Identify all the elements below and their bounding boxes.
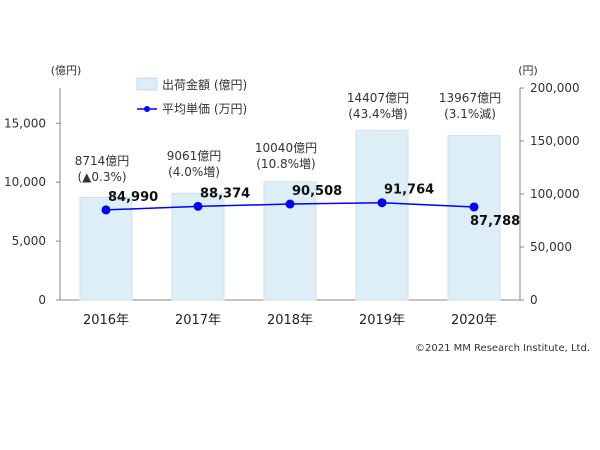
right-tick-label: 50,000 [530,240,572,254]
line-value-label: 84,990 [108,190,158,205]
plot-area: 0 5,000 10,000 15,000 0 50,000 100,000 150,000 2… [4,81,580,328]
category-label: 2018年 [267,313,313,328]
bar-value-label: 13967億円 [439,91,501,105]
bar-change-label: (3.1%減) [444,106,496,121]
bar-value-label: 8714億円 [75,154,130,168]
bar [355,129,409,301]
bar [171,192,225,301]
line-value-label: 87,788 [470,214,520,229]
bar-change-label: (10.8%増) [256,157,316,171]
bar [263,181,317,301]
legend: 出荷金額 (億円) 平均単価 (万円) [136,77,247,116]
category-label: 2019年 [359,313,405,328]
legend-bar-label: 出荷金額 (億円) [162,77,247,92]
bar-change-label: (4.0%増) [168,165,220,179]
line-point [285,199,295,209]
bar [447,134,501,301]
bar-change-label: (43.4%増) [348,107,408,121]
legend-line-label: 平均単価 (万円) [162,102,247,116]
right-tick-label: 100,000 [530,187,580,201]
bar-change-label: (▲0.3%) [77,170,126,184]
left-tick-label: 15,000 [4,116,46,130]
left-axis-unit: (億円) [51,64,82,77]
line-point [377,198,387,208]
line-point [469,202,479,212]
line-value-label: 91,764 [384,183,434,198]
line-value-label: 88,374 [200,186,250,201]
category-label: 2017年 [175,313,221,328]
line-point [193,201,203,211]
right-tick-label: 200,000 [530,81,580,95]
right-tick-label: 150,000 [530,134,580,148]
right-axis-unit: (円) [518,64,538,77]
bar-value-label: 9061億円 [167,149,222,163]
legend-line-marker [144,106,150,112]
category-label: 2016年 [83,313,129,328]
left-tick-label: 10,000 [4,175,46,189]
bar-value-label: 14407億円 [347,91,409,105]
left-tick-label: 5,000 [12,234,46,248]
legend-bar-swatch [136,77,158,91]
line-value-label: 90,508 [292,184,342,199]
bar [79,196,133,301]
copyright: ©2021 MM Research Institute, Ltd. [415,343,590,354]
bar-value-label: 10040億円 [255,141,317,155]
right-tick-label: 0 [530,293,538,307]
line-point [101,205,111,215]
category-label: 2020年 [451,313,497,328]
left-tick-label: 0 [38,293,46,307]
